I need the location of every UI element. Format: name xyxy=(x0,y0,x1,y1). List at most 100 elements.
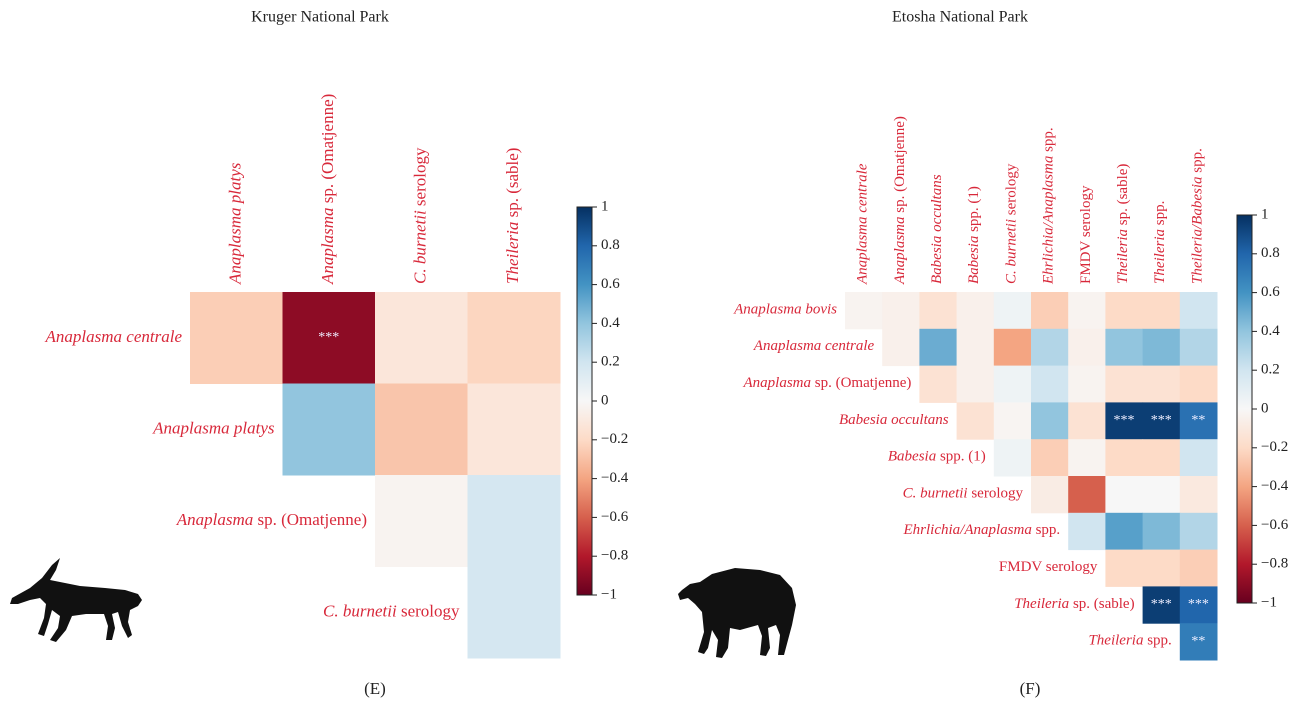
axis-label: FMDV serology xyxy=(1078,185,1094,284)
label-part: sp. (Omatjenne) xyxy=(253,510,367,529)
axis-label: Theileria spp. xyxy=(1153,201,1169,284)
heatmap-cell xyxy=(1143,439,1181,476)
axis-label: Ehrlichia/Anaplasma spp. xyxy=(903,523,1061,539)
label-part: spp. xyxy=(1190,148,1206,176)
axis-label: Theileria sp. (sable) xyxy=(1115,164,1131,284)
axis-label: Anaplasma sp. (Omatjenne) xyxy=(176,510,367,529)
heatmap-cell xyxy=(1105,476,1143,513)
label-part: sp. (sable) xyxy=(1069,596,1134,612)
label-part: Ehrlichia/Anaplasma xyxy=(1041,156,1057,285)
colorbar-tick-label: −0.6 xyxy=(1261,517,1289,533)
label-part: spp. (1) xyxy=(936,449,986,465)
colorbar-tick-label: 0.4 xyxy=(601,315,620,331)
axis-label: Anaplasma platys xyxy=(225,162,244,285)
axis-label: Anaplasma centrale xyxy=(45,327,183,346)
label-part: Babesia xyxy=(967,236,983,284)
figure: Kruger National Park(E)Anaplasma platysA… xyxy=(0,0,1311,703)
label-part: Anaplasma xyxy=(743,375,812,391)
axis-label: C. burnetii serology xyxy=(1004,163,1020,284)
axis-label: Anaplasma sp. (Omatjenne) xyxy=(743,375,912,391)
label-part: FMDV serology xyxy=(999,559,1098,575)
antelope-icon xyxy=(10,558,142,642)
label-part: Anaplasma xyxy=(176,510,254,529)
colorbar-tick-label: −0.4 xyxy=(601,470,629,486)
label-part: C. burnetii xyxy=(323,601,397,620)
significance-label: ** xyxy=(1191,413,1205,428)
colorbar-tick-label: −0.2 xyxy=(1261,439,1288,455)
axis-label: Anaplasma bovis xyxy=(733,302,837,318)
heatmap-cell xyxy=(994,292,1032,329)
heatmap-cell xyxy=(1031,402,1069,439)
heatmap-cell xyxy=(1031,292,1069,329)
heatmap-cell xyxy=(1180,550,1218,587)
label-part: C. burnetii xyxy=(410,210,429,284)
chart-title: Etosha National Park xyxy=(892,9,1028,26)
label-part: Theileria xyxy=(1014,596,1069,612)
heatmap-cell xyxy=(1143,329,1181,366)
heatmap-cell xyxy=(919,329,957,366)
heatmap-cell xyxy=(845,292,883,329)
heatmap-cell xyxy=(994,439,1032,476)
heatmap-cell xyxy=(1068,513,1106,550)
heatmap-cell xyxy=(1068,476,1106,513)
heatmap-cell xyxy=(375,475,468,567)
colorbar-tick-label: 0.8 xyxy=(1261,245,1280,261)
heatmap-cell xyxy=(994,329,1032,366)
significance-label: *** xyxy=(318,330,339,345)
colorbar-tick-label: 0.6 xyxy=(1261,284,1280,300)
heatmap-cell xyxy=(919,366,957,403)
colorbar-tick-label: 0.2 xyxy=(601,354,620,370)
axis-label: Babesia occultans xyxy=(839,412,949,428)
significance-label: *** xyxy=(1151,597,1172,612)
label-part: Theileria/Babesia xyxy=(1190,177,1206,285)
label-part: spp. (1) xyxy=(967,186,983,236)
heatmap-cell xyxy=(1143,513,1181,550)
label-part: Anaplasma platys xyxy=(225,162,244,285)
label-part: spp. xyxy=(1041,127,1057,155)
heatmap-cell xyxy=(1180,329,1218,366)
heatmap-cell xyxy=(1143,476,1181,513)
heatmap-cell xyxy=(1105,366,1143,403)
label-part: spp. xyxy=(1032,523,1060,539)
axis-label: C. burnetii serology xyxy=(323,601,460,620)
heatmap-cell xyxy=(1068,439,1106,476)
heatmap-panel: Etosha National Park (F) Anaplasma central… xyxy=(733,9,1289,698)
heatmap-cell xyxy=(1105,292,1143,329)
label-part: serology xyxy=(1004,163,1020,219)
label-part: Anaplasma bovis xyxy=(733,302,837,318)
label-part: C. burnetii xyxy=(1004,219,1020,284)
heatmap-cell xyxy=(1031,439,1069,476)
heatmap-cell xyxy=(1180,366,1218,403)
label-part: C. burnetii xyxy=(903,486,968,502)
axis-label: Anaplasma centrale xyxy=(855,163,871,285)
colorbar-tick-label: −0.6 xyxy=(601,509,629,525)
label-part: Ehrlichia/Anaplasma xyxy=(903,523,1032,539)
heatmap-cell xyxy=(468,567,561,659)
colorbar-tick-label: 0.4 xyxy=(1261,323,1280,339)
heatmap-cell xyxy=(1180,292,1218,329)
heatmap-cell xyxy=(919,292,957,329)
significance-label: ** xyxy=(1191,634,1205,649)
colorbar-tick-label: 0 xyxy=(1261,400,1269,416)
colorbar xyxy=(577,207,592,595)
heatmap-cell xyxy=(1143,366,1181,403)
label-part: spp. xyxy=(1143,633,1171,649)
colorbar-tick-label: −0.2 xyxy=(601,431,628,447)
chart-title: Kruger National Park xyxy=(251,9,389,26)
panel-label: (F) xyxy=(1020,679,1041,698)
heatmap-cell xyxy=(1105,439,1143,476)
heatmap-cell xyxy=(375,292,468,384)
axis-label: Anaplasma platys xyxy=(152,418,275,437)
heatmap-cell xyxy=(1143,550,1181,587)
axis-label: Anaplasma centrale xyxy=(753,339,875,355)
label-part: sp. (sable) xyxy=(1115,164,1131,229)
label-part: serology xyxy=(968,486,1024,502)
label-part: sp. (sable) xyxy=(503,148,522,222)
colorbar-tick-label: 0.6 xyxy=(601,276,620,292)
label-part: serology xyxy=(410,147,429,210)
axis-label: C. burnetii serology xyxy=(410,147,429,284)
page: {"chart_data": [ {"type": "heatmap", "ti… xyxy=(0,0,1311,703)
heatmap-cell xyxy=(1068,329,1106,366)
heatmap-cell xyxy=(1180,439,1218,476)
axis-label: Ehrlichia/Anaplasma spp. xyxy=(1041,127,1057,285)
